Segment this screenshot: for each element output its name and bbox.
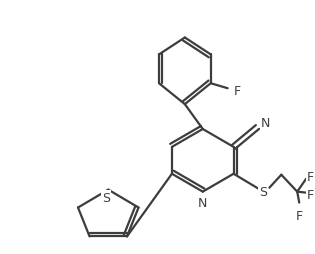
Text: F: F: [234, 84, 241, 97]
Text: N: N: [198, 196, 208, 209]
Text: F: F: [306, 170, 314, 183]
Text: S: S: [260, 185, 267, 198]
Text: F: F: [306, 188, 314, 201]
Text: S: S: [102, 191, 110, 204]
Text: F: F: [296, 209, 303, 222]
Text: N: N: [261, 116, 270, 129]
